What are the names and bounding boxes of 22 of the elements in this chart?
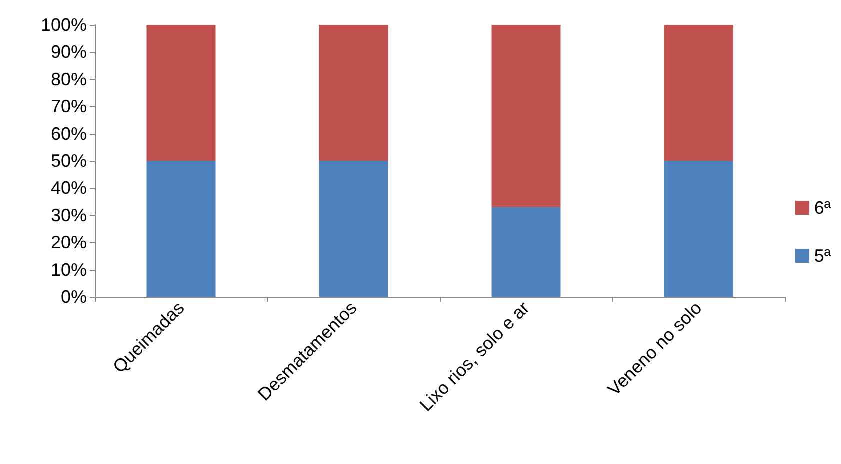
y-tick-label: 10%: [50, 260, 87, 280]
y-tick-label: 90%: [50, 42, 87, 62]
y-tick-label: 40%: [50, 178, 87, 198]
x-tick-label: Lixo rios, solo e ar: [416, 298, 534, 416]
y-tick-label: 60%: [50, 124, 87, 144]
bar: [146, 25, 216, 161]
bar: [492, 25, 561, 208]
y-tick-label: 100%: [40, 15, 87, 35]
y-tick-label: 0%: [60, 287, 87, 307]
bar: [319, 25, 388, 161]
y-tick-label: 30%: [50, 205, 87, 226]
y-tick-label: 80%: [50, 69, 87, 90]
bar: [664, 25, 734, 161]
legend-label: 5ª: [814, 246, 832, 266]
y-tick-label: 20%: [50, 232, 87, 253]
legend-label: 6ª: [814, 198, 832, 218]
bar: [492, 207, 561, 297]
bar: [664, 161, 734, 297]
y-tick-label: 70%: [50, 96, 87, 117]
bar: [319, 161, 388, 297]
bar: [146, 161, 216, 297]
y-tick-label: 50%: [50, 151, 87, 171]
